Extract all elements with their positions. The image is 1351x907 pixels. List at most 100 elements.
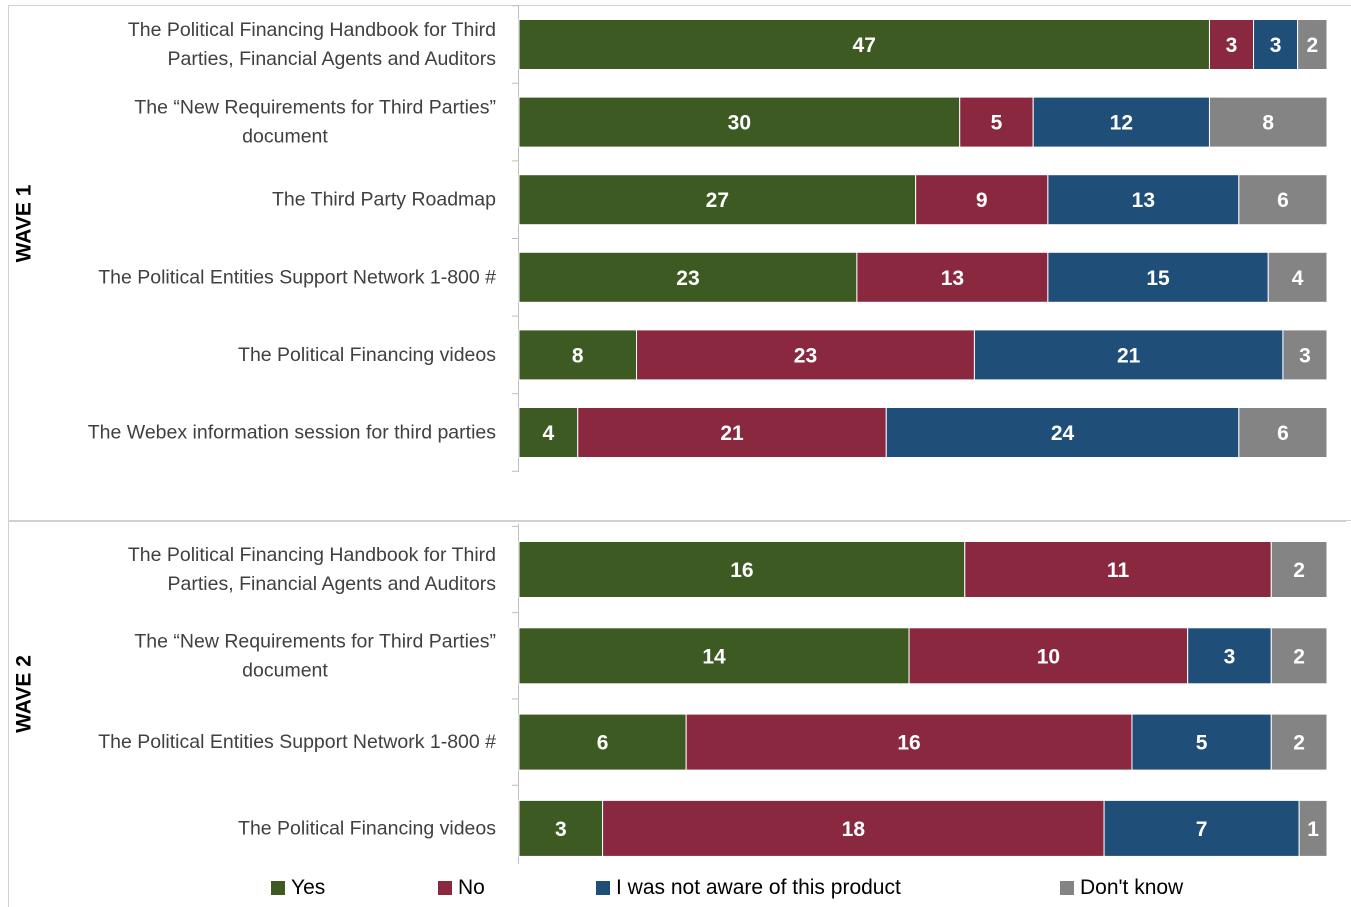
wave1-data-label: 23	[676, 267, 699, 290]
wave1-bar-segment	[1267, 251, 1328, 303]
wave1-data-label: 23	[794, 344, 817, 367]
legend-swatch-dont-know	[1060, 881, 1074, 895]
wave2-bar-segment	[518, 713, 687, 771]
wave2-data-label: 2	[1293, 645, 1305, 668]
wave1-category-label: The Political Financing videos	[238, 344, 496, 366]
legend-label-yes: Yes	[291, 876, 326, 899]
wave2-category-label: The Political Financing videos	[238, 817, 496, 839]
wave2-data-label: 16	[730, 559, 753, 582]
wave2-data-label: 1	[1307, 818, 1319, 841]
wave2-category-label: document	[242, 659, 328, 681]
wave1-bar-segment	[518, 329, 638, 381]
wave1-bar-segment	[636, 329, 975, 381]
wave1-bar-segment	[1282, 329, 1328, 381]
wave1-bar-segment	[1208, 19, 1255, 70]
wave1-data-label: 2	[1306, 34, 1318, 57]
wave1-group-label: WAVE 1	[13, 184, 36, 262]
wave1-data-label: 4	[543, 422, 555, 445]
legend-item-not-aware: I was not aware of this product	[596, 872, 901, 904]
legend-label-not-aware: I was not aware of this product	[616, 876, 901, 899]
wave2-data-label: 16	[897, 732, 920, 755]
legend-swatch-yes	[271, 881, 285, 895]
wave1-data-label: 21	[1117, 344, 1141, 367]
wave2-category-label: The Political Financing Handbook for Thi…	[128, 544, 496, 566]
legend-label-no: No	[458, 876, 485, 899]
wave1-bar-segment	[1047, 174, 1240, 226]
wave2-category-label: Parties, Financial Agents and Auditors	[168, 573, 497, 595]
wave2-data-label: 7	[1196, 818, 1208, 841]
wave1-data-label: 6	[1277, 189, 1289, 212]
wave2-data-label: 18	[842, 818, 866, 841]
wave1-category-label: The Political Financing Handbook for Thi…	[128, 19, 496, 41]
wave2-data-label: 11	[1107, 559, 1130, 582]
wave1-category-label: document	[242, 126, 328, 148]
wave1-data-label: 8	[572, 344, 584, 367]
wave2-bar-segment	[1270, 627, 1328, 685]
wave1-bar-segment	[1238, 407, 1328, 458]
wave1-bar-segment	[1047, 251, 1269, 303]
wave1-data-label: 5	[991, 112, 1003, 135]
legend-label-dont-know: Don't know	[1080, 876, 1184, 899]
wave1-bar-segment	[959, 96, 1034, 148]
wave1-bar-segment	[518, 96, 961, 148]
wave1-bar-segment	[577, 407, 887, 458]
wave1-bar-segment	[856, 251, 1049, 303]
wave1-data-label: 24	[1051, 422, 1075, 445]
wave1-category-label: The Third Party Roadmap	[272, 189, 496, 211]
wave2-bar-segment	[518, 627, 910, 685]
wave1-bar-segment	[518, 174, 917, 226]
wave1-data-label: 3	[1226, 34, 1238, 57]
wave2-category-label: The Political Entities Support Network 1…	[98, 731, 496, 753]
wave2-category-label: The “New Requirements for Third Parties”	[134, 630, 496, 652]
wave1-data-label: 3	[1299, 344, 1311, 367]
wave2-data-label: 5	[1196, 732, 1208, 755]
wave2-data-label: 3	[1224, 645, 1236, 668]
wave1-data-label: 9	[976, 189, 988, 212]
wave2-bar-segment	[1131, 713, 1272, 771]
wave2-data-label: 10	[1037, 645, 1060, 668]
legend-item-dont-know: Don't know	[1060, 872, 1183, 904]
wave1-bar-segment	[915, 174, 1049, 226]
wave1-data-label: 13	[1132, 189, 1155, 212]
wave1-category-label: The Political Entities Support Network 1…	[98, 266, 496, 288]
wave2-bar-segment	[685, 713, 1133, 771]
wave1-category-label: Parties, Financial Agents and Auditors	[168, 48, 497, 70]
wave1-data-label: 6	[1277, 422, 1289, 445]
wave2-group-label: WAVE 2	[13, 655, 36, 733]
legend-item-yes: Yes	[271, 872, 325, 904]
wave1-data-label: 8	[1262, 112, 1274, 135]
wave2-data-label: 2	[1293, 559, 1305, 582]
wave1-bar-segment	[885, 407, 1240, 458]
wave2-data-label: 3	[555, 818, 567, 841]
wave1-bar-segment	[973, 329, 1284, 381]
legend-swatch-no	[438, 881, 452, 895]
wave1-category-label: The Webex information session for third …	[88, 422, 496, 444]
wave1-data-label: 12	[1110, 112, 1133, 135]
wave2-bar-segment	[1187, 627, 1272, 685]
wave1-data-label: 27	[706, 189, 729, 212]
legend-item-no: No	[438, 872, 485, 904]
wave1-data-label: 3	[1270, 34, 1282, 57]
wave2-bar-segment	[518, 799, 604, 857]
wave2-bar-segment	[1298, 799, 1328, 857]
wave2-data-label: 2	[1293, 732, 1305, 755]
wave1-bar-segment	[518, 251, 858, 303]
wave1-data-label: 21	[720, 422, 744, 445]
wave2-data-label: 6	[597, 732, 609, 755]
wave2-bar-segment	[964, 541, 1272, 598]
wave2-bar-segment	[1270, 541, 1328, 598]
wave2-bar-segment	[1103, 799, 1300, 857]
wave2-data-label: 14	[702, 645, 726, 668]
wave1-bar-segment	[1032, 96, 1210, 148]
wave1-bar-segment	[518, 19, 1210, 70]
wave2-bar-segment	[1270, 713, 1328, 771]
wave1-data-label: 13	[941, 267, 964, 290]
wave1-data-label: 15	[1146, 267, 1170, 290]
wave1-bar-segment	[518, 407, 579, 458]
wave1-category-label: The “New Requirements for Third Parties”	[134, 97, 496, 119]
wave1-panel-frame	[8, 5, 1351, 521]
chart-legend: Yes No I was not aware of this product D…	[0, 872, 1351, 904]
wave1-bar-segment	[1297, 19, 1328, 70]
legend-swatch-not-aware	[596, 881, 610, 895]
